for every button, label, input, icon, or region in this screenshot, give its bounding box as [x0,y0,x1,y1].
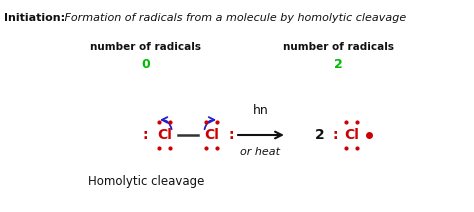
Text: Cl: Cl [204,128,219,142]
Text: hn: hn [253,104,268,117]
Text: Cl: Cl [157,128,172,142]
Text: number of radicals: number of radicals [283,42,394,52]
Text: Homolytic cleavage: Homolytic cleavage [88,175,204,188]
Text: Cl: Cl [344,128,359,142]
Text: 2: 2 [334,58,343,71]
Text: 2: 2 [315,128,325,142]
Text: Formation of radicals from a molecule by homolytic cleavage: Formation of radicals from a molecule by… [61,13,406,23]
Text: :: : [332,128,337,142]
Text: or heat: or heat [240,147,281,157]
Text: :: : [228,128,234,142]
Text: :: : [142,128,147,142]
Text: number of radicals: number of radicals [90,42,201,52]
Text: 0: 0 [141,58,150,71]
Text: Initiation:: Initiation: [4,13,65,23]
